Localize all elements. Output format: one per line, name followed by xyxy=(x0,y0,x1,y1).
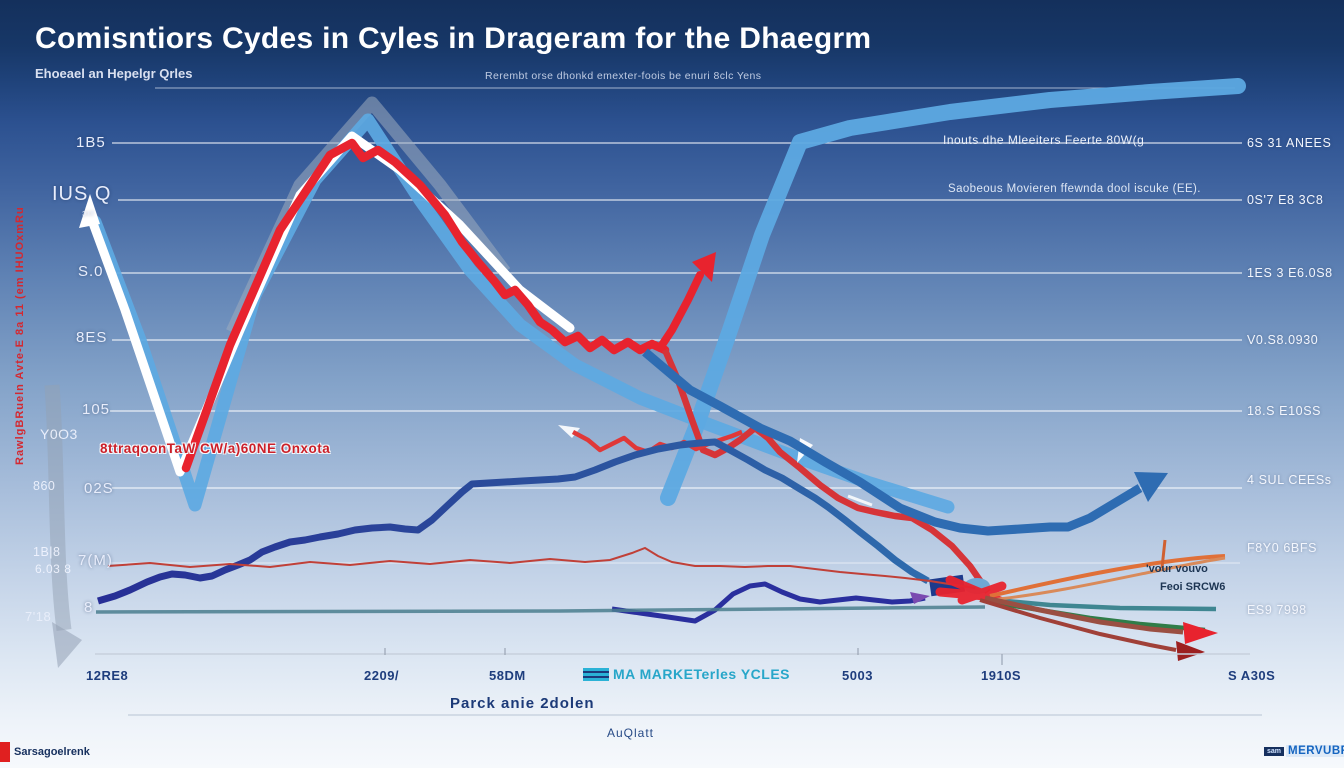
gray-swoosh-band xyxy=(44,384,72,631)
market-cycles-label: MA MARKETerles YCLES xyxy=(583,666,790,682)
annotation-fan-1: 'vour vouvo xyxy=(1146,563,1208,575)
y-left-label-3: S.0 xyxy=(78,263,104,280)
annotation-top-right-2: Saobeous Movieren ffewnda dool iscuke (E… xyxy=(948,183,1201,195)
y-right-label-6: 4 SUL CEESs xyxy=(1247,473,1332,487)
y-left-label-6: 02S xyxy=(84,480,114,497)
light-blue-cycle-line xyxy=(88,113,955,514)
teal-flat-line xyxy=(95,605,986,614)
fan-darkred-arrowhead xyxy=(1176,641,1205,661)
fan-brown-line xyxy=(984,595,1184,635)
red-descending-segment xyxy=(662,348,991,594)
y-left2-label-5: 7'18 xyxy=(25,609,52,624)
y-right-label-5: 18.S E10SS xyxy=(1247,404,1322,418)
gray-peak-band xyxy=(226,96,511,335)
red-arrow-branch xyxy=(656,271,704,352)
y-axis-side-label: RawlgBRueln Avte-E 8a 11 (em IHUOxmRu xyxy=(14,206,26,465)
x-tick-1: 12RE8 xyxy=(86,668,129,683)
y-left-label-1: 1B5 xyxy=(76,134,106,151)
x-tick-5: 1910S xyxy=(981,668,1022,683)
y-right-label-3: 1ES 3 E6.0S8 xyxy=(1247,266,1333,280)
fan-darkred-line xyxy=(979,598,1177,652)
y-left-label-8: 8 xyxy=(84,599,94,616)
fan-orange-line xyxy=(989,554,1226,598)
teal-fan-line xyxy=(984,596,1217,612)
red-up-arrowhead xyxy=(692,252,716,282)
y-left-label-7: 7(M) xyxy=(78,552,113,569)
fan-orange-tick xyxy=(1160,539,1167,569)
purple-tip xyxy=(910,592,930,604)
subtitle-right: Rerembt orse dhonkd emexter-foois be enu… xyxy=(485,70,762,82)
gray-down-arrowhead xyxy=(52,622,82,668)
x-tick-6: S A30S xyxy=(1228,668,1276,683)
y-left2-label-3: 1B|8 xyxy=(33,545,61,559)
footer-left-text: Sarsagoelrenk xyxy=(14,746,90,758)
y-right-label-7: F8Y0 6BFS xyxy=(1247,541,1318,555)
x-axis-subcaption: AuQlatt xyxy=(607,726,655,740)
y-left-label-2b: ɔır xyxy=(82,208,95,218)
fan-salmon-line xyxy=(989,556,1226,602)
annotation-fan-2: Feoi SRCW6 xyxy=(1160,581,1226,593)
dark-blue-check-line xyxy=(642,348,1143,536)
subtitle-left: Ehoeael an Hepelgr Qrles xyxy=(35,66,193,81)
navy-jagged-segment xyxy=(611,581,926,624)
dark-blue-arrowhead xyxy=(1134,472,1168,502)
x-tick-2: 2209/ xyxy=(364,668,400,683)
y-left2-label-1: Y0O3 xyxy=(40,426,78,442)
annotation-top-right-1: Inouts dhe Mleeiters Feerte 80W(g xyxy=(943,133,1145,147)
white-sliver xyxy=(847,494,873,507)
footer-red-marker xyxy=(0,742,10,762)
y-left-label-2: IUS Q xyxy=(52,183,112,205)
market-cycles-text: MA MARKETerles YCLES xyxy=(613,666,790,682)
thin-red-line xyxy=(107,546,976,589)
x-axis-caption: Parck anie 2dolen xyxy=(450,695,595,712)
y-right-label-8: ES9 7998 xyxy=(1247,603,1307,617)
footer-right-badge: sam xyxy=(1264,746,1285,756)
x-axis-ticks xyxy=(384,648,1003,665)
navy-rise-fall-line xyxy=(97,438,930,605)
y-right-label-2: 0S'7 E8 3C8 xyxy=(1247,193,1324,207)
footer-right-logo: sam MERVUBRIES xyxy=(1264,745,1344,757)
y-right-label-1: 6S 31 ANEES xyxy=(1247,136,1332,150)
y-left2-label-2: 860 xyxy=(33,479,56,493)
y-left-label-5: 105 xyxy=(82,401,111,418)
footer-right-text: MERVUBRIES xyxy=(1286,745,1344,757)
gridlines xyxy=(110,142,1242,564)
fan-red-arrowhead xyxy=(1183,622,1218,644)
annotation-red-cycle: 8ttraqoonTaW CW/a)60NE Onxota xyxy=(100,441,331,456)
light-blue-rising-band xyxy=(660,78,1246,506)
market-cycles-logo-icon xyxy=(583,667,609,681)
y-left2-label-4: 6.03 8 xyxy=(35,562,72,576)
red-cycle-line xyxy=(181,138,670,473)
y-right-label-4: V0.S8.0930 xyxy=(1247,333,1319,347)
x-tick-4: 5003 xyxy=(842,668,873,683)
page-title: Comisntiors Cydes in Cyles in Drageram f… xyxy=(35,22,872,55)
x-tick-3: 58DM xyxy=(489,668,526,683)
y-left-label-4: 8ES xyxy=(76,329,108,346)
